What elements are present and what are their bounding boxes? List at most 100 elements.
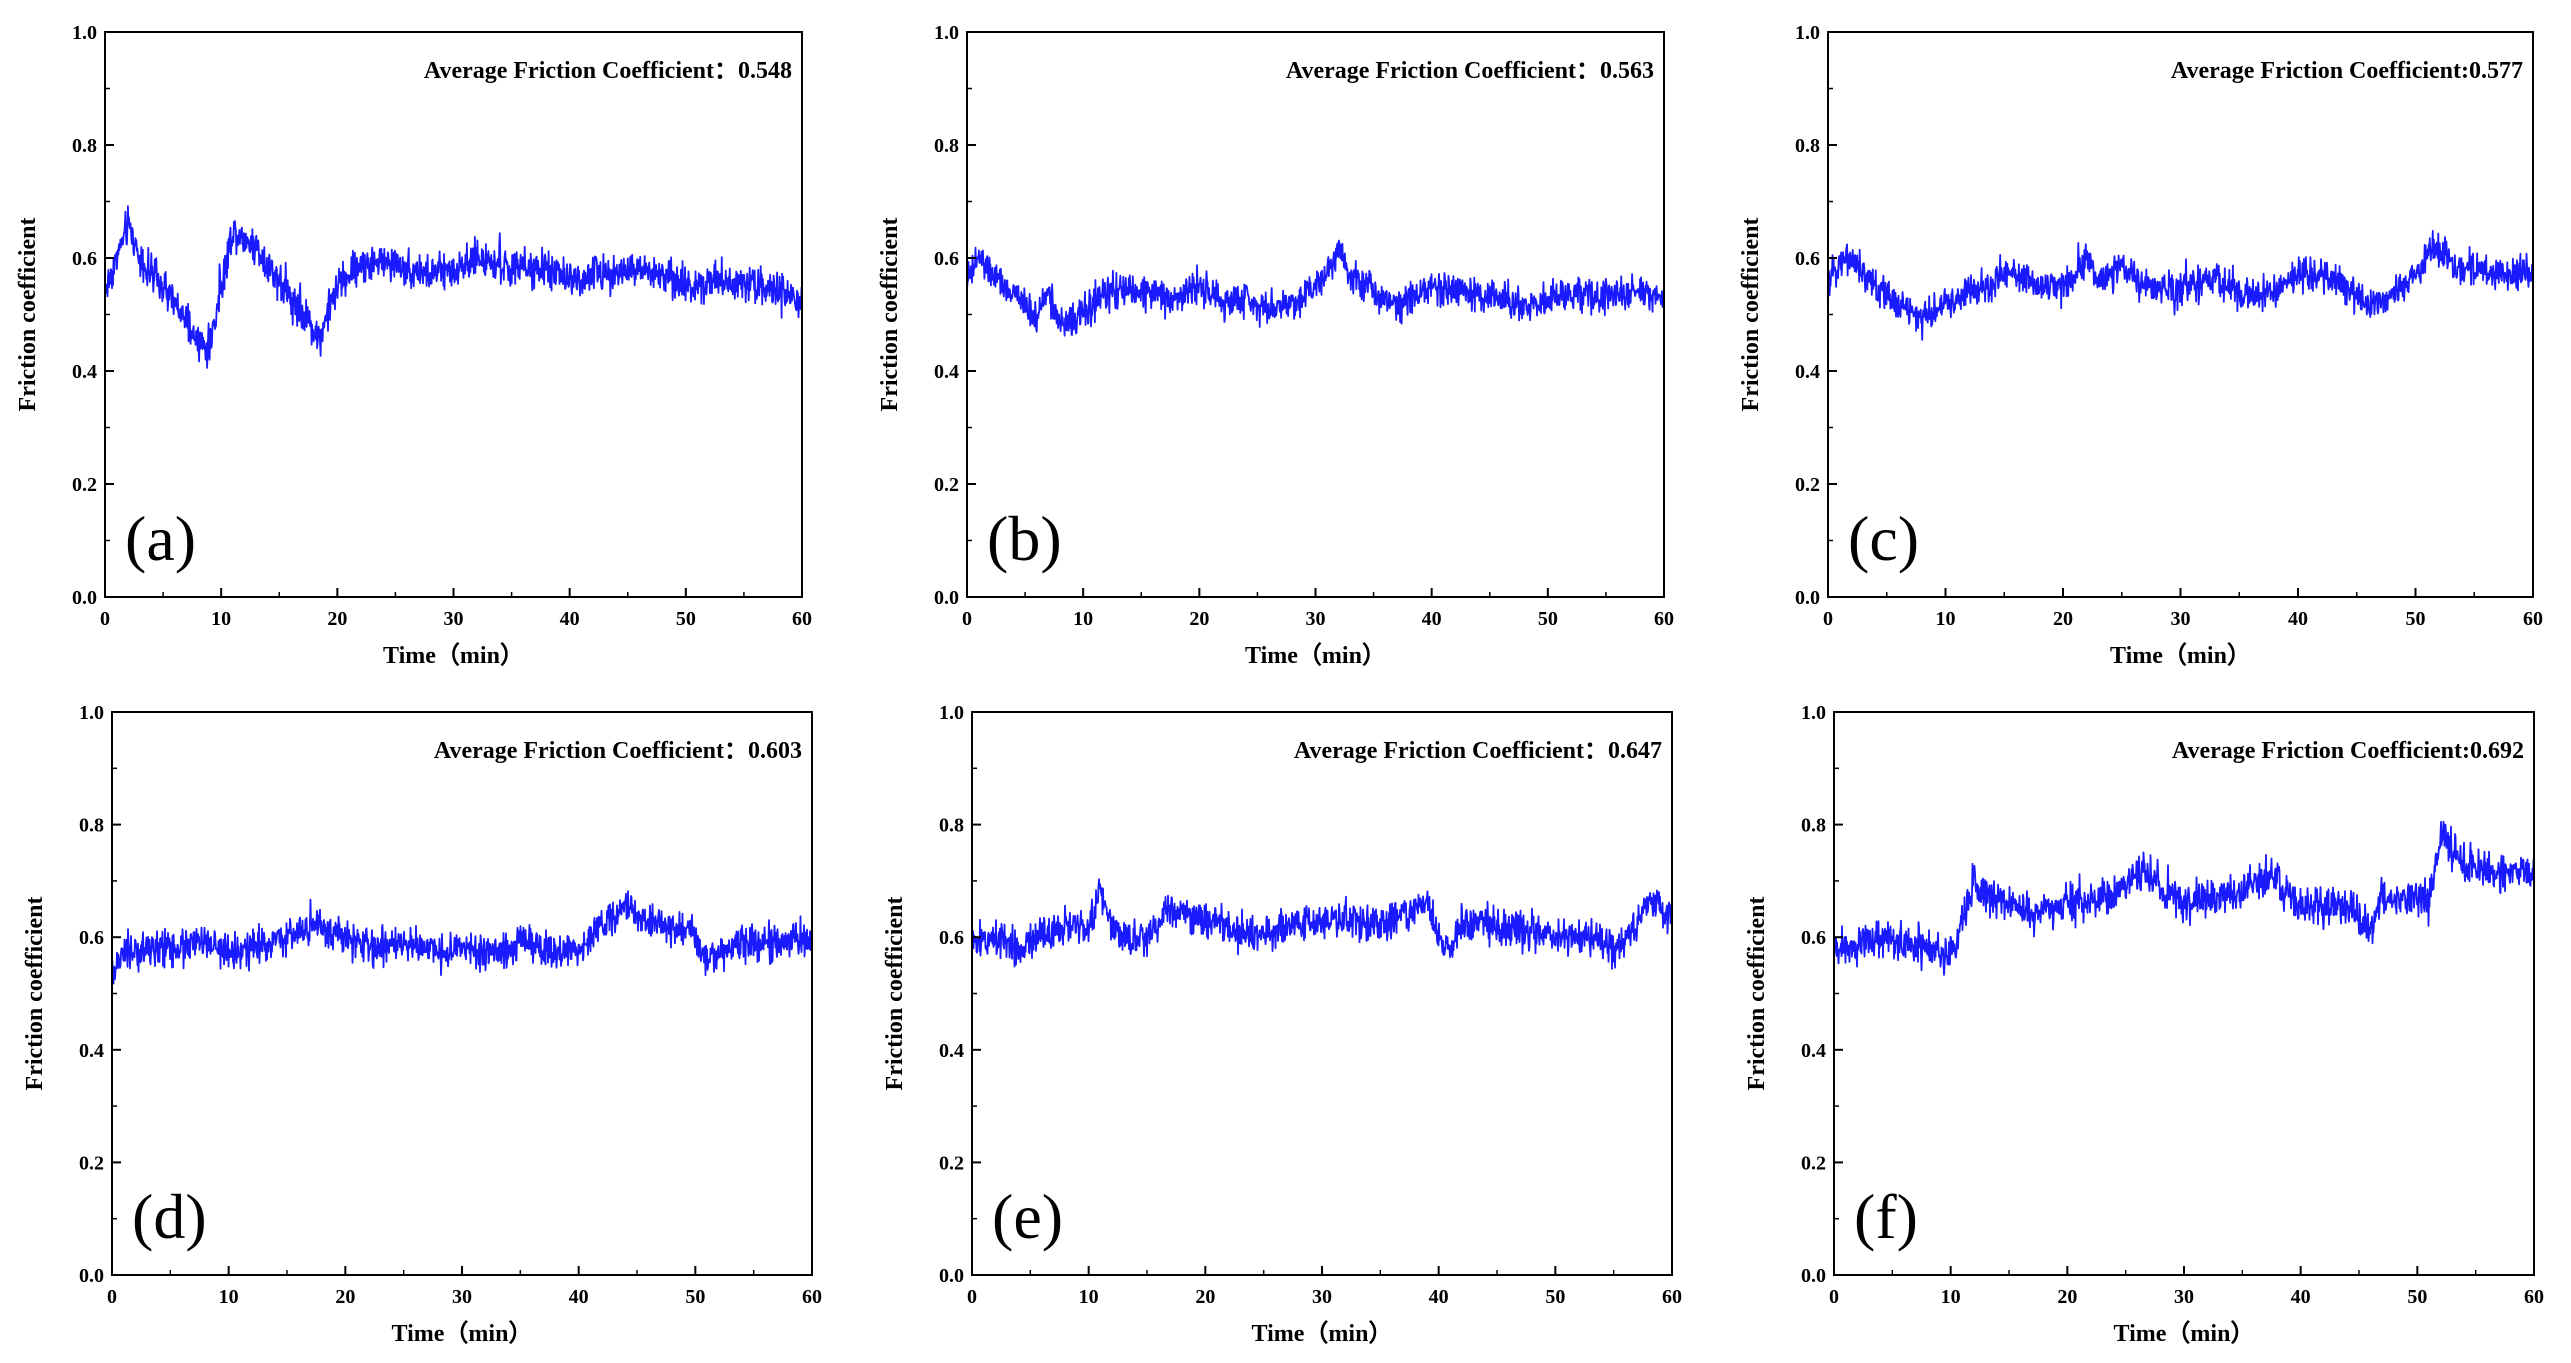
chart-panel: 0 10 20 30 40 50 60 0.0 0.2 0.4 0.6 0.8 1.0 Time（min）… [882,702,1682,1347]
panel-label: (f) [1854,1181,1918,1252]
y-tick-label: 1.0 [79,702,104,724]
x-tick-label: 30 [1306,608,1326,630]
x-tick-label: 50 [1538,608,1558,630]
x-tick-label: 30 [444,608,464,630]
chart-panel: 0 10 20 30 40 50 60 0.0 0.2 0.4 0.6 0.8 1.0 Time（min）… [22,702,822,1347]
panel-label: (b) [987,503,1062,574]
y-tick-label: 0.6 [934,248,959,270]
y-tick-label: 0.2 [72,474,97,496]
y-tick-label: 0.8 [939,815,964,837]
x-tick-label: 40 [2291,1286,2311,1308]
y-tick-label: 0.6 [939,927,964,949]
x-tick-label: 10 [1941,1286,1961,1308]
y-tick-label: 0.4 [934,361,959,383]
y-axis-title: Friction coefficient [1738,218,1764,412]
x-tick-label: 30 [2174,1286,2194,1308]
y-tick-label: 0.0 [1801,1265,1826,1287]
x-tick-label: 10 [1936,608,1956,630]
y-tick-label: 1.0 [939,702,964,724]
x-tick-label: 60 [1654,608,1674,630]
x-tick-label: 10 [1073,608,1093,630]
y-tick-label: 0.2 [79,1152,104,1174]
x-tick-label: 60 [2524,1286,2544,1308]
x-tick-label: 10 [1079,1286,1099,1308]
y-tick-label: 0.0 [72,587,97,609]
y-tick-label: 0.0 [79,1265,104,1287]
y-tick-label: 1.0 [72,22,97,44]
x-tick-label: 20 [1189,608,1209,630]
series-line [1833,820,2535,976]
y-tick-label: 0.6 [72,248,97,270]
x-tick-label: 0 [1823,608,1833,630]
x-tick-label: 20 [327,608,347,630]
x-tick-label: 0 [107,1286,117,1308]
series-line [1827,230,2534,341]
panel-label: (d) [132,1181,207,1252]
y-tick-label: 0.8 [1801,815,1826,837]
x-tick-label: 60 [792,608,812,630]
x-tick-label: 50 [676,608,696,630]
y-tick-label: 0.6 [79,927,104,949]
x-tick-label: 50 [685,1286,705,1308]
x-tick-label: 50 [1545,1286,1565,1308]
chart-panel: 0 10 20 30 40 50 60 0.0 0.2 0.4 0.6 0.8 1.0 Time（min）… [1738,22,2543,669]
x-tick-label: 30 [452,1286,472,1308]
x-tick-label: 0 [100,608,110,630]
x-tick-label: 30 [1312,1286,1332,1308]
chart-panel: 0 10 20 30 40 50 60 0.0 0.2 0.4 0.6 0.8 1.0 Time（min）… [15,22,812,669]
x-tick-label: 40 [560,608,580,630]
y-axis-title: Friction coefficient [877,218,903,412]
y-axis-title: Friction coefficient [882,897,908,1091]
y-tick-label: 0.4 [72,361,97,383]
average-friction-annotation: Average Friction Coefficient：0.603 [434,738,802,764]
x-axis-title: Time（min） [2114,1320,2255,1347]
series-line [966,239,1665,337]
x-tick-label: 60 [1662,1286,1682,1308]
y-axis-title: Friction coefficient [1744,897,1770,1091]
plot-frame [111,711,813,1276]
average-friction-annotation: Average Friction Coefficient：0.548 [424,58,792,84]
y-axis-title: Friction coefficient [15,218,41,412]
y-tick-label: 0.2 [1795,474,1820,496]
y-axis-title: Friction coefficient [22,897,48,1091]
y-tick-label: 0.2 [934,474,959,496]
x-tick-label: 50 [2406,608,2426,630]
x-tick-label: 0 [967,1286,977,1308]
chart-panel: 0 10 20 30 40 50 60 0.0 0.2 0.4 0.6 0.8 1.0 Time（min）… [1744,702,2544,1347]
x-tick-label: 0 [962,608,972,630]
x-tick-label: 10 [219,1286,239,1308]
y-tick-label: 0.6 [1795,248,1820,270]
x-tick-label: 20 [335,1286,355,1308]
y-tick-label: 0.4 [1801,1040,1826,1062]
x-axis-title: Time（min） [383,642,524,669]
y-tick-label: 0.4 [79,1040,104,1062]
plot-frame [104,31,803,598]
panel-label: (e) [992,1181,1063,1252]
x-tick-label: 60 [802,1286,822,1308]
x-tick-label: 60 [2523,608,2543,630]
average-friction-annotation: Average Friction Coefficient:0.577 [2171,58,2523,84]
y-tick-label: 1.0 [934,22,959,44]
y-tick-label: 1.0 [1801,702,1826,724]
x-tick-label: 0 [1829,1286,1839,1308]
series-line [104,205,803,369]
x-tick-label: 50 [2407,1286,2427,1308]
x-tick-label: 20 [2053,608,2073,630]
y-tick-label: 0.8 [934,135,959,157]
x-axis-title: Time（min） [392,1320,533,1347]
x-axis-title: Time（min） [1252,1320,1393,1347]
x-tick-label: 40 [1429,1286,1449,1308]
average-friction-annotation: Average Friction Coefficient：0.647 [1294,738,1662,764]
y-tick-label: 0.0 [939,1265,964,1287]
y-tick-label: 0.0 [934,587,959,609]
x-tick-label: 40 [2288,608,2308,630]
panel-label: (c) [1848,503,1919,574]
x-tick-label: 20 [2057,1286,2077,1308]
y-tick-label: 0.0 [1795,587,1820,609]
x-axis-title: Time（min） [1245,642,1386,669]
x-tick-label: 40 [1422,608,1442,630]
average-friction-annotation: Average Friction Coefficient：0.563 [1286,58,1654,84]
plot-frame [971,711,1673,1276]
y-tick-label: 0.8 [1795,135,1820,157]
